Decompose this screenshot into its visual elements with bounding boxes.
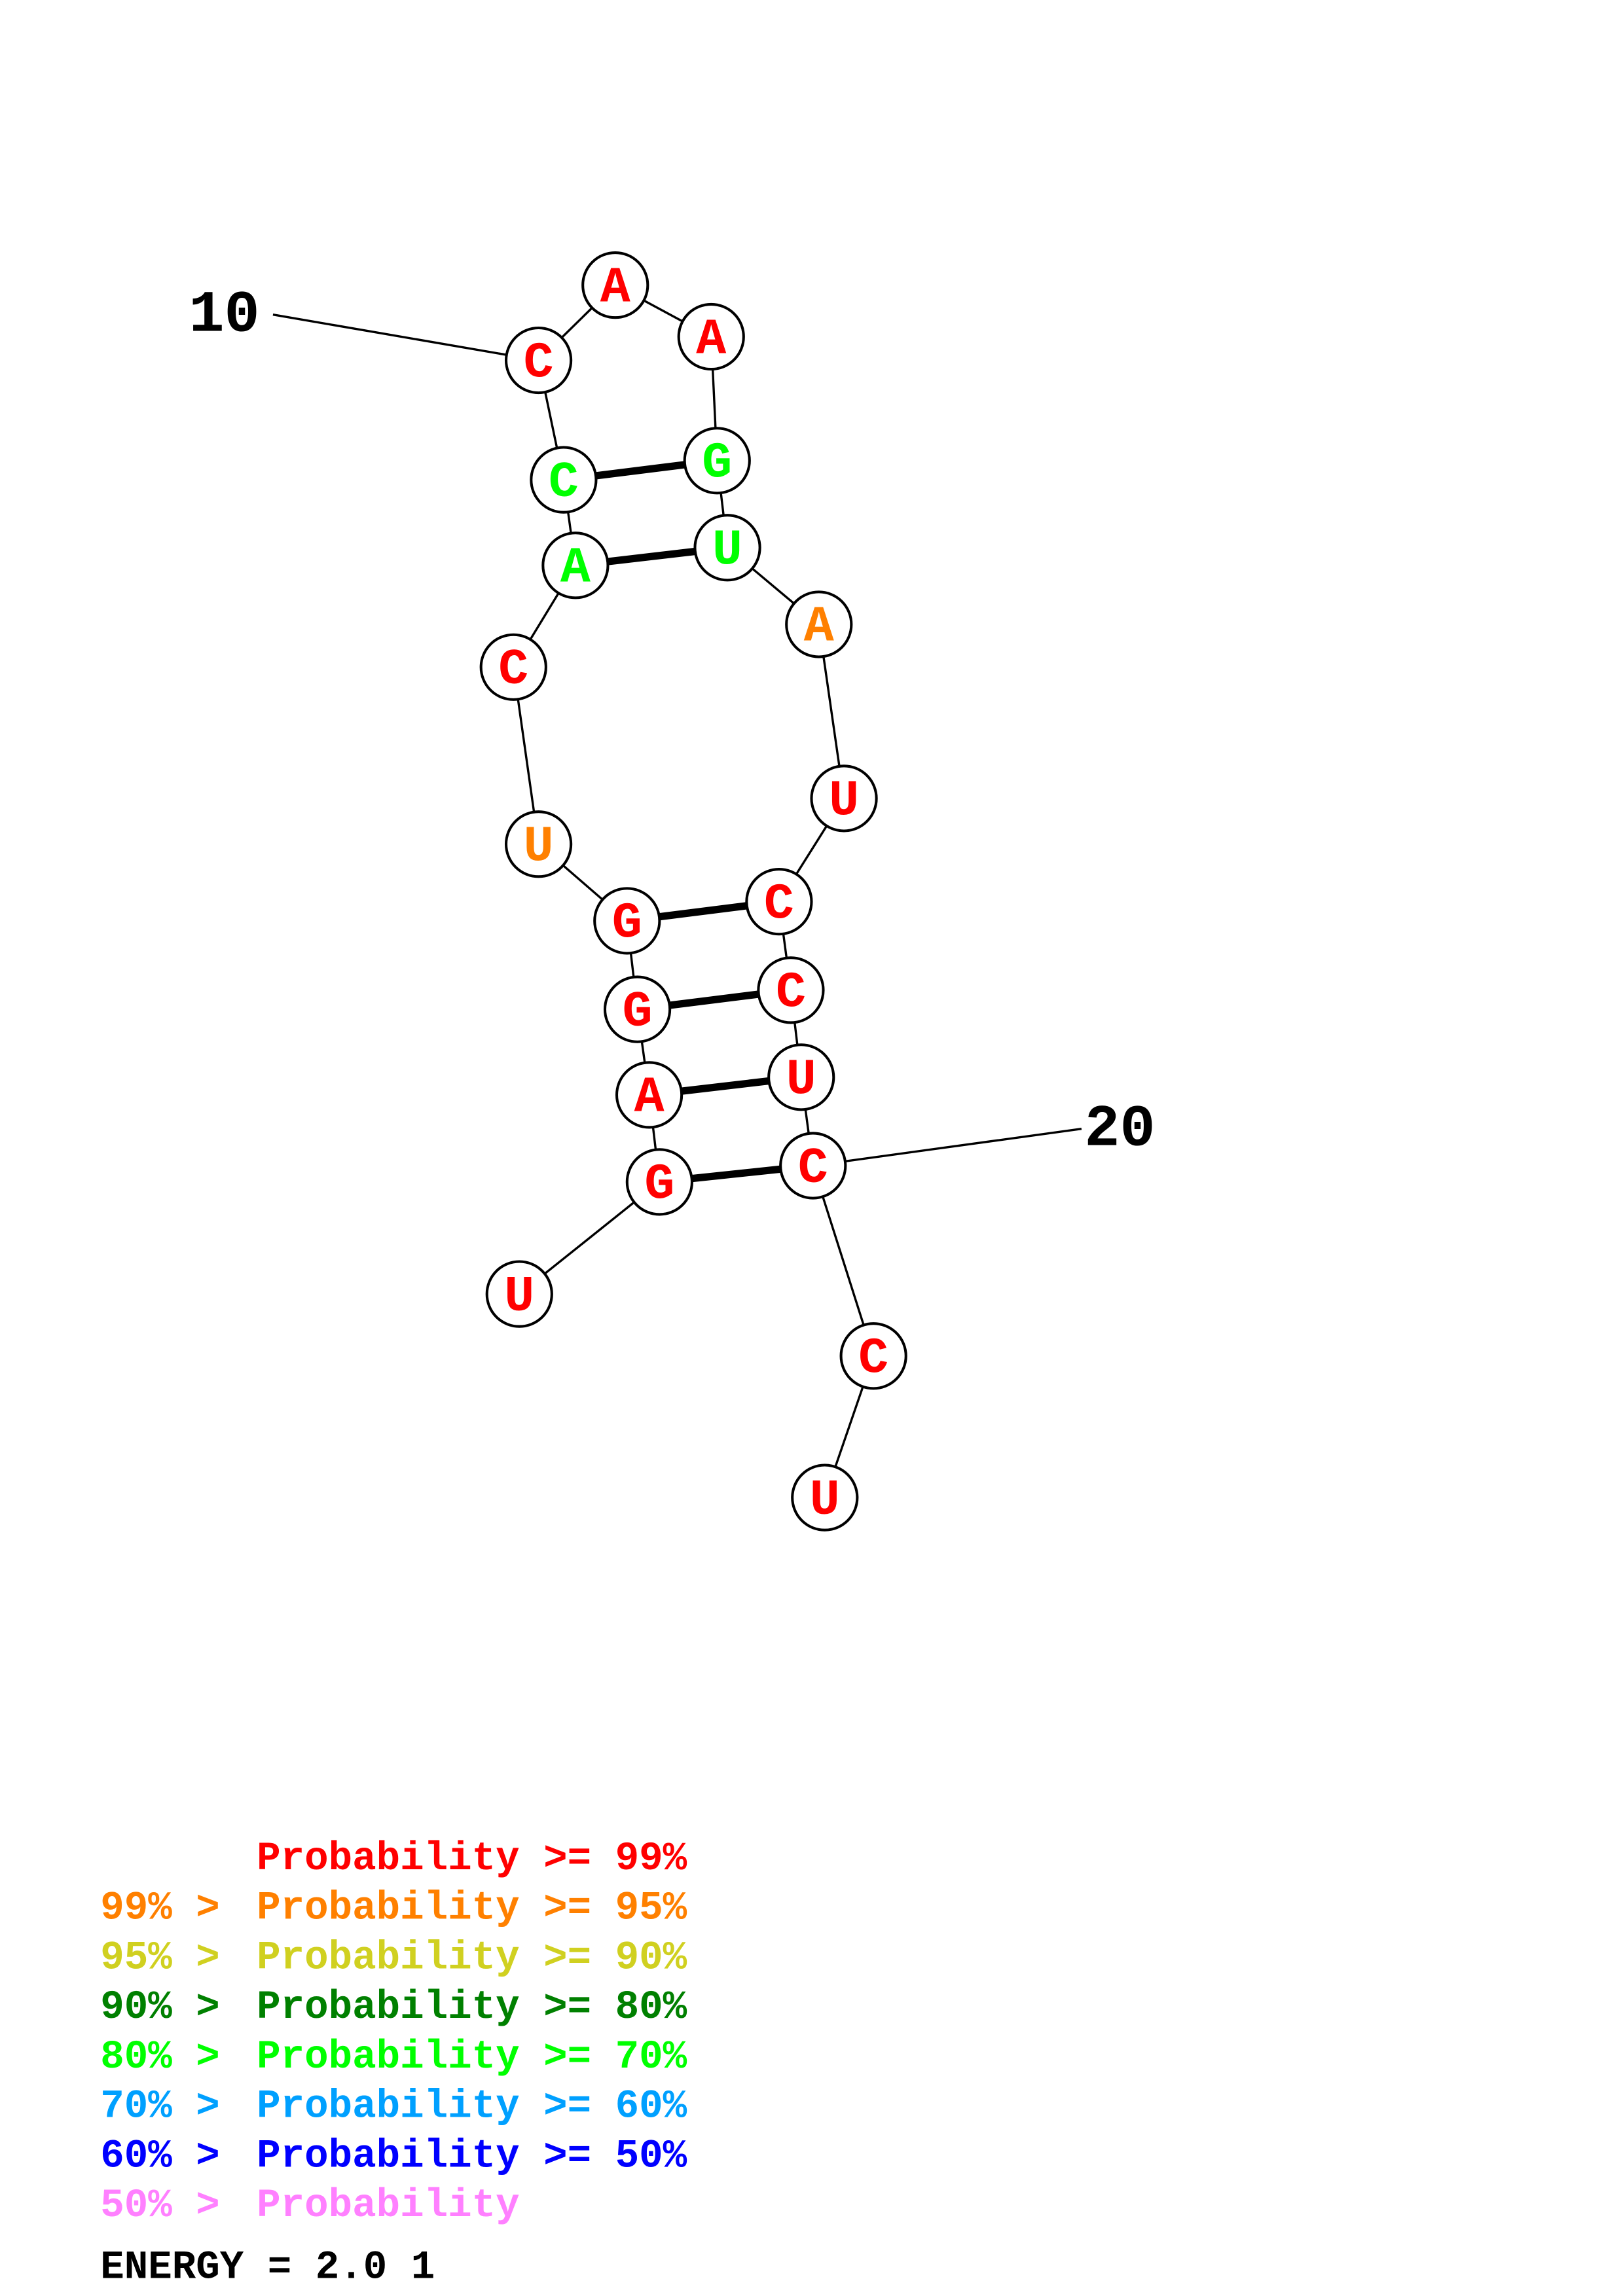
nucleotide: G (625, 1148, 693, 1216)
legend-text: Probability >= 90% (257, 1935, 687, 1981)
nucleotide-base: A (696, 312, 726, 368)
nucleotide-circle (785, 590, 853, 658)
nucleotide-base: C (549, 455, 579, 512)
nucleotide-circle (745, 868, 813, 936)
legend-entry: Probability >= 99% (257, 1837, 687, 1882)
nucleotide-base: A (634, 1070, 665, 1127)
position-label-line (812, 1128, 1082, 1167)
nucleotide-circle (810, 764, 878, 833)
legend-entry: 60% > Probability >= 50% (100, 2134, 687, 2179)
nucleotide: C (839, 1322, 907, 1390)
position-label: 10 (189, 282, 259, 349)
nucleotide-circle (693, 514, 761, 582)
nucleotide-base: U (810, 1473, 840, 1530)
legend-entry: 50% > Probability (100, 2183, 519, 2229)
nucleotide-base: A (804, 600, 834, 656)
nucleotide-circle (677, 302, 745, 371)
nucleotide-base: A (600, 260, 630, 317)
nucleotide-circle (757, 956, 825, 1024)
nucleotide-base: U (524, 819, 554, 876)
energy-label: ENERGY = 2.0 1 (100, 2245, 435, 2290)
nucleotide-circle (593, 887, 661, 955)
nucleotide: G (603, 975, 672, 1043)
nucleotide: C (479, 633, 547, 701)
legend-text: Probability (257, 2183, 520, 2229)
nucleotide: A (677, 302, 745, 371)
nucleotide: C (757, 956, 825, 1024)
position-label-line (272, 314, 539, 362)
nucleotide: U (504, 810, 573, 878)
nucleotide-base: C (776, 965, 806, 1022)
nucleotide-circle (504, 326, 573, 395)
position-labels: 10 20 (189, 282, 1156, 1167)
nucleotide: A (615, 1061, 684, 1129)
nucleotide-base: G (644, 1157, 674, 1214)
legend-text: Probability >= 80% (257, 1985, 687, 2030)
legend-text: Probability >= 95% (257, 1886, 687, 1931)
nucleotide: C (530, 446, 598, 514)
nucleotide: U (693, 514, 761, 582)
nucleotide-base: U (712, 523, 742, 580)
nucleotide: U (810, 764, 878, 833)
legend-entry: 80% > Probability >= 70% (100, 2035, 687, 2080)
legend-prefix: 50% > (100, 2183, 244, 2229)
nucleotide-circle (530, 446, 598, 514)
nucleotide-circle (541, 531, 610, 600)
nucleotide-circle (779, 1132, 847, 1200)
nucleotide: C (779, 1132, 847, 1200)
nucleotide: G (593, 887, 661, 955)
nucleotide-circle (625, 1148, 693, 1216)
legend-prefix: 70% > (100, 2085, 244, 2130)
nucleotide-circle (683, 427, 751, 495)
legend-entry: 95% > Probability >= 90% (100, 1935, 687, 1981)
nucleotide-base: C (764, 876, 794, 933)
legend-text: Probability >= 99% (257, 1837, 687, 1882)
nucleotide-base: G (623, 984, 653, 1041)
nucleotide-circle (767, 1043, 835, 1111)
nucleotide: C (504, 326, 573, 395)
nucleotide: A (581, 251, 649, 319)
nucleotide-base: C (524, 335, 554, 392)
nucleotide: C (745, 868, 813, 936)
nucleotide-base: G (612, 896, 642, 953)
nucleotide-circle (485, 1260, 553, 1328)
nucleotide: U (485, 1260, 553, 1328)
legend-entry: 90% > Probability >= 80% (100, 1985, 687, 2030)
nucleotide-base: C (798, 1141, 828, 1198)
nucleotide: A (541, 531, 610, 600)
legend-prefix: 60% > (100, 2134, 244, 2179)
nucleotide-circle (839, 1322, 907, 1390)
nucleotide-circle (479, 633, 547, 701)
nucleotide-circle (581, 251, 649, 319)
nucleotide: U (767, 1043, 835, 1111)
nucleotide: A (785, 590, 853, 658)
nucleotide-base: U (786, 1052, 816, 1109)
nucleotide-circle (504, 810, 573, 878)
legend-entry: 70% > Probability >= 60% (100, 2085, 687, 2130)
nucleotide-circle (615, 1061, 684, 1129)
legend-prefix: 80% > (100, 2035, 244, 2080)
legend-prefix: 90% > (100, 1985, 244, 2030)
legend-text: Probability >= 60% (257, 2085, 687, 2130)
legend-entry: 99% > Probability >= 95% (100, 1886, 687, 1931)
nucleotide-base: A (560, 541, 591, 598)
probability-legend: Probability >= 99%99% > Probability >= 9… (100, 1837, 687, 2229)
position-label: 20 (1084, 1096, 1155, 1163)
legend-prefix: 99% > (100, 1886, 244, 1931)
legend-prefix: 95% > (100, 1935, 244, 1981)
nucleotide-base: C (858, 1331, 888, 1388)
legend-text: Probability >= 70% (257, 2035, 687, 2080)
nucleotide-base: G (702, 436, 732, 493)
nucleotide-base: U (504, 1269, 534, 1326)
nucleotide: G (683, 427, 751, 495)
nucleotide-base: C (498, 642, 528, 699)
nucleotide: U (791, 1463, 859, 1532)
nucleotide-circle (791, 1463, 859, 1532)
legend-text: Probability >= 50% (257, 2134, 687, 2179)
nucleotide-circle (603, 975, 672, 1043)
nucleotide-base: U (829, 774, 859, 831)
